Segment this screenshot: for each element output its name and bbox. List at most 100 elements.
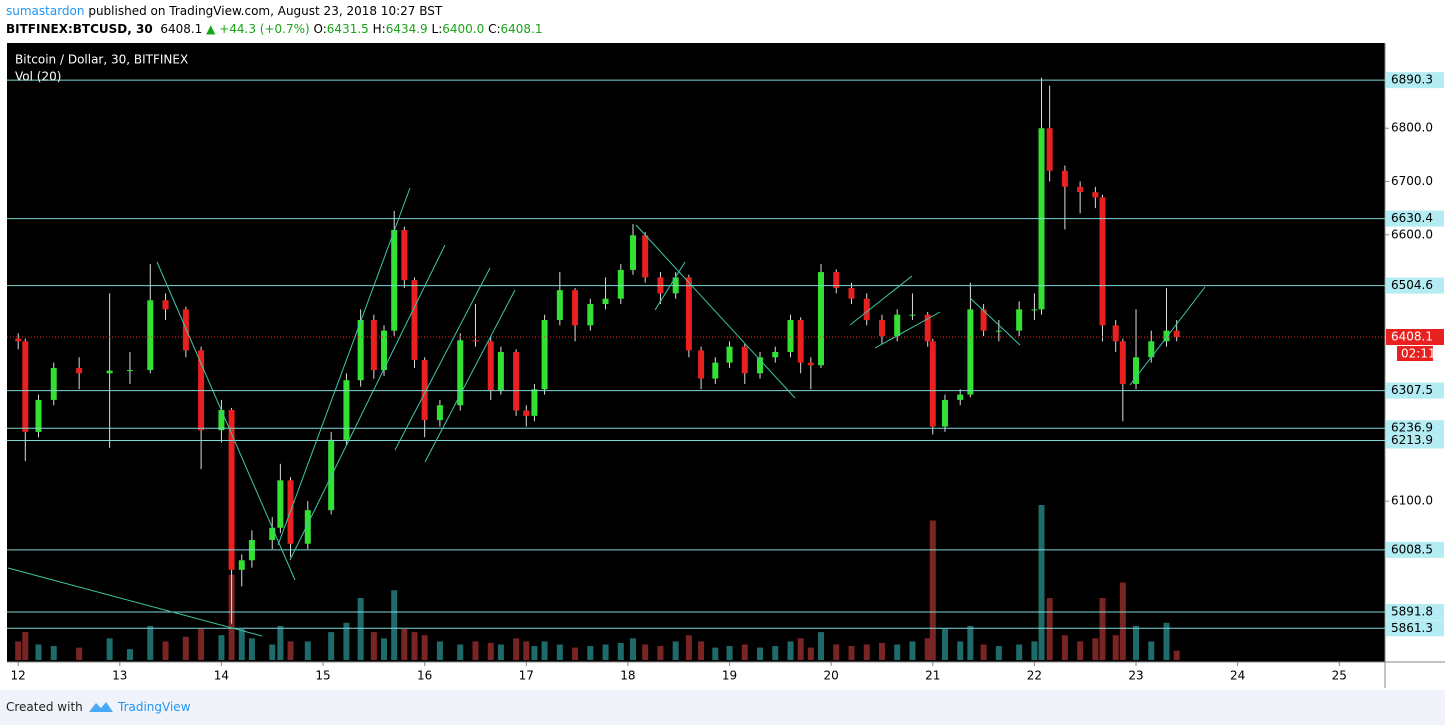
level-label: 6890.3 — [1391, 73, 1433, 87]
candle-body — [457, 340, 464, 406]
candle-body — [1077, 186, 1084, 193]
volume-bar — [629, 638, 636, 660]
candle-body — [741, 346, 748, 374]
level-label: 6504.6 — [1391, 278, 1433, 292]
candle-body — [541, 320, 548, 390]
symbol: BITFINEX:BTCUSD, 30 — [6, 22, 153, 36]
volume-bar — [436, 641, 443, 660]
candle-body — [277, 480, 284, 528]
volume-bar — [287, 641, 294, 660]
x-tick-label: 12 — [11, 669, 26, 683]
candle-body — [1163, 330, 1170, 342]
volume-bar — [833, 644, 840, 660]
level-label-bg — [1386, 277, 1444, 294]
candle-body — [513, 351, 520, 411]
candle-body — [1016, 309, 1023, 331]
level-label-bg — [1386, 620, 1444, 637]
volume-bar — [218, 635, 225, 660]
candle-body — [76, 367, 83, 374]
volume-bar — [1119, 582, 1126, 660]
volume-bar — [1046, 598, 1053, 660]
candle-body — [269, 527, 276, 541]
h-label: H: — [372, 22, 386, 36]
publish-line: sumastardon published on TradingView.com… — [6, 2, 543, 20]
trend-line — [1129, 286, 1206, 386]
candle-body — [772, 351, 779, 358]
countdown: 02:11 — [1401, 346, 1436, 360]
candle-body — [1092, 192, 1099, 198]
x-tick-label: 18 — [620, 669, 635, 683]
x-tick-label: 21 — [925, 669, 940, 683]
trend-line — [969, 297, 1021, 346]
candle-body — [787, 320, 794, 352]
volume-bar — [1061, 635, 1068, 660]
x-tick-label: 17 — [519, 669, 534, 683]
x-tick-label: 13 — [112, 669, 127, 683]
volume-bar — [531, 646, 538, 660]
candle-body — [228, 410, 235, 570]
volume-bar — [556, 644, 563, 660]
candle-body — [1046, 128, 1053, 171]
volume-bar — [1092, 638, 1099, 660]
o-value: 6431.5 — [326, 22, 369, 36]
volume-bar — [1163, 622, 1170, 660]
candle-body — [602, 298, 609, 305]
header: sumastardon published on TradingView.com… — [6, 2, 543, 38]
candle-body — [328, 439, 335, 511]
volume-bar — [147, 625, 154, 660]
trend-line — [849, 275, 913, 326]
brand[interactable]: TradingView — [118, 700, 191, 714]
volume-bar — [572, 647, 579, 660]
candle-body — [980, 309, 987, 331]
trend-line — [874, 311, 941, 349]
x-tick-label: 15 — [315, 669, 330, 683]
candle-body — [1031, 309, 1038, 311]
volume-bar — [381, 638, 388, 660]
candle-body — [22, 341, 29, 432]
candle-body — [357, 320, 364, 381]
volume-bar — [269, 644, 276, 660]
volume-bar — [1112, 635, 1119, 660]
volume-bar — [106, 638, 113, 660]
volume-bar — [787, 641, 794, 660]
volume-bar — [391, 590, 398, 660]
volume-bar — [1038, 505, 1045, 660]
x-tick-label: 24 — [1230, 669, 1245, 683]
candle-body — [924, 314, 931, 342]
candle-body — [472, 340, 479, 342]
change: ▲ +44.3 (+0.7%) — [206, 22, 310, 36]
y-tick-label: 6700.0 — [1391, 174, 1433, 188]
level-label-bg — [1386, 210, 1444, 227]
candle-body — [833, 272, 840, 289]
volume-bar — [541, 641, 548, 660]
created-with: Created with — [6, 700, 83, 714]
volume-bar — [909, 641, 916, 660]
candle-body — [381, 330, 388, 371]
volume-bar — [182, 636, 189, 660]
candle-body — [401, 229, 408, 281]
brand-icon — [89, 702, 113, 712]
author[interactable]: sumastardon — [6, 4, 85, 18]
volume-bar — [1133, 625, 1140, 660]
volume-bar — [487, 642, 494, 660]
volume-bar — [248, 638, 255, 660]
candle-body — [487, 341, 494, 391]
trend-line — [7, 567, 263, 637]
volume-bar — [587, 646, 594, 660]
l-value: 6400.0 — [442, 22, 485, 36]
y-tick-label: 6600.0 — [1391, 227, 1433, 241]
candle-body — [878, 320, 885, 336]
h-value: 6434.9 — [385, 22, 428, 36]
x-tick-label: 25 — [1332, 669, 1347, 683]
candle-body — [587, 304, 594, 326]
volume-bar — [126, 649, 133, 660]
volume-bar — [343, 622, 350, 660]
volume-bar — [1173, 650, 1180, 660]
candle-body — [106, 370, 113, 374]
volume-bar — [995, 646, 1002, 660]
volume-bar — [238, 629, 245, 660]
volume-bar — [941, 629, 948, 660]
volume-bar — [712, 647, 719, 660]
volume-bar — [457, 644, 464, 660]
